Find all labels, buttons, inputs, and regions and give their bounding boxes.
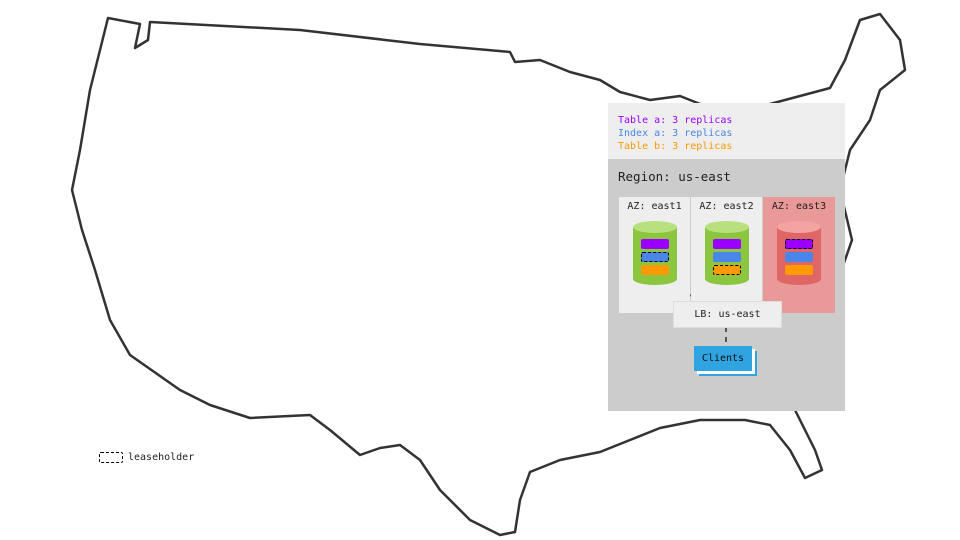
database-cylinder-icon — [777, 221, 821, 285]
replica-index-a — [785, 252, 813, 262]
legend-index-a: Index a: 3 replicas — [618, 128, 733, 139]
legend-table-b: Table b: 3 replicas — [618, 141, 733, 152]
database-cylinder-icon — [705, 221, 749, 285]
legend-table-a: Table a: 3 replicas — [618, 115, 733, 126]
replica-table-a-leaseholder — [785, 239, 813, 249]
replica-table-b — [641, 265, 669, 275]
replica-table-a — [713, 239, 741, 249]
az-east1: AZ: east1 — [619, 197, 690, 313]
az-east2: AZ: east2 — [691, 197, 762, 313]
dashed-box-icon — [99, 452, 123, 463]
region-us-east: Region: us-east AZ: east1 AZ: east2 AZ: … — [608, 159, 845, 411]
leaseholder-legend-label: leaseholder — [128, 452, 195, 463]
replica-index-a — [713, 252, 741, 262]
az-label: AZ: east2 — [699, 201, 754, 212]
replica-index-a-leaseholder — [641, 252, 669, 262]
region-title: Region: us-east — [618, 169, 731, 184]
replica-table-b-leaseholder — [713, 265, 741, 275]
leaseholder-legend: leaseholder — [99, 452, 194, 463]
az-east3: AZ: east3 — [763, 197, 835, 313]
replica-table-a — [641, 239, 669, 249]
database-cylinder-icon — [633, 221, 677, 285]
az-label: AZ: east1 — [627, 201, 682, 212]
load-balancer: LB: us-east — [673, 301, 782, 328]
replica-legend: Table a: 3 replicas Index a: 3 replicas … — [608, 103, 845, 159]
replica-table-b — [785, 265, 813, 275]
clients: Clients — [694, 346, 752, 371]
az-label: AZ: east3 — [771, 201, 827, 212]
